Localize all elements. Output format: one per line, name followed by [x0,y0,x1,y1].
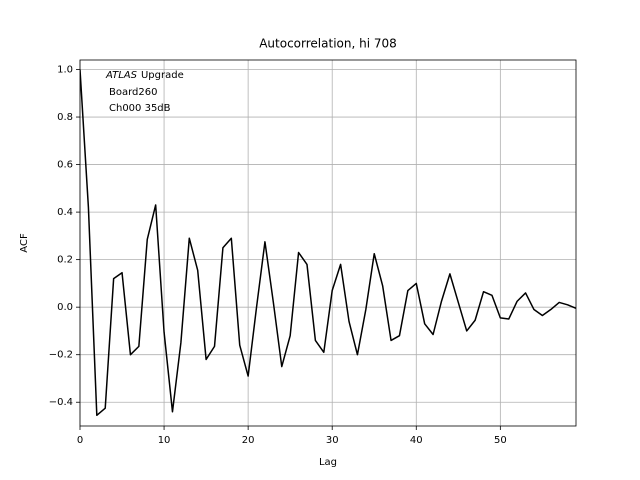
annotation-line: Upgrade [141,70,184,81]
data-line [80,69,576,417]
y-tick-label: 0.6 [57,160,73,171]
y-tick-label: −0.2 [49,350,73,361]
x-axis-label: Lag [319,457,337,468]
series-group [80,69,576,417]
y-tick-label: −0.4 [49,397,73,408]
annotation-line: Board260 [109,87,157,98]
y-tick-label: 0.8 [57,112,73,123]
x-tick-label: 40 [410,435,423,446]
x-tick-label: 50 [494,435,507,446]
y-tick-label: 0.0 [57,302,73,313]
annotation-line: Ch000 35dB [109,103,171,114]
y-tick-label: 0.4 [57,207,73,218]
axes-frame [79,59,577,427]
plot-area: 0 10 20 30 40 50 −0.4 −0.2 0.0 0.2 0.4 0.6 0.8 1.0 [49,59,577,446]
x-tick-label: 30 [326,435,339,446]
y-axis-label: ACF [19,233,30,253]
x-tick-label: 0 [77,435,83,446]
chart-title: Autocorrelation, hi 708 [259,37,397,51]
y-tick-label: 0.2 [57,255,73,266]
annotation-emphasis: ATLAS [105,70,138,81]
x-tick-label: 10 [158,435,171,446]
x-tick-label: 20 [242,435,255,446]
annotation: ATLAS Upgrade [105,70,184,81]
y-tick-label: 1.0 [57,65,73,76]
